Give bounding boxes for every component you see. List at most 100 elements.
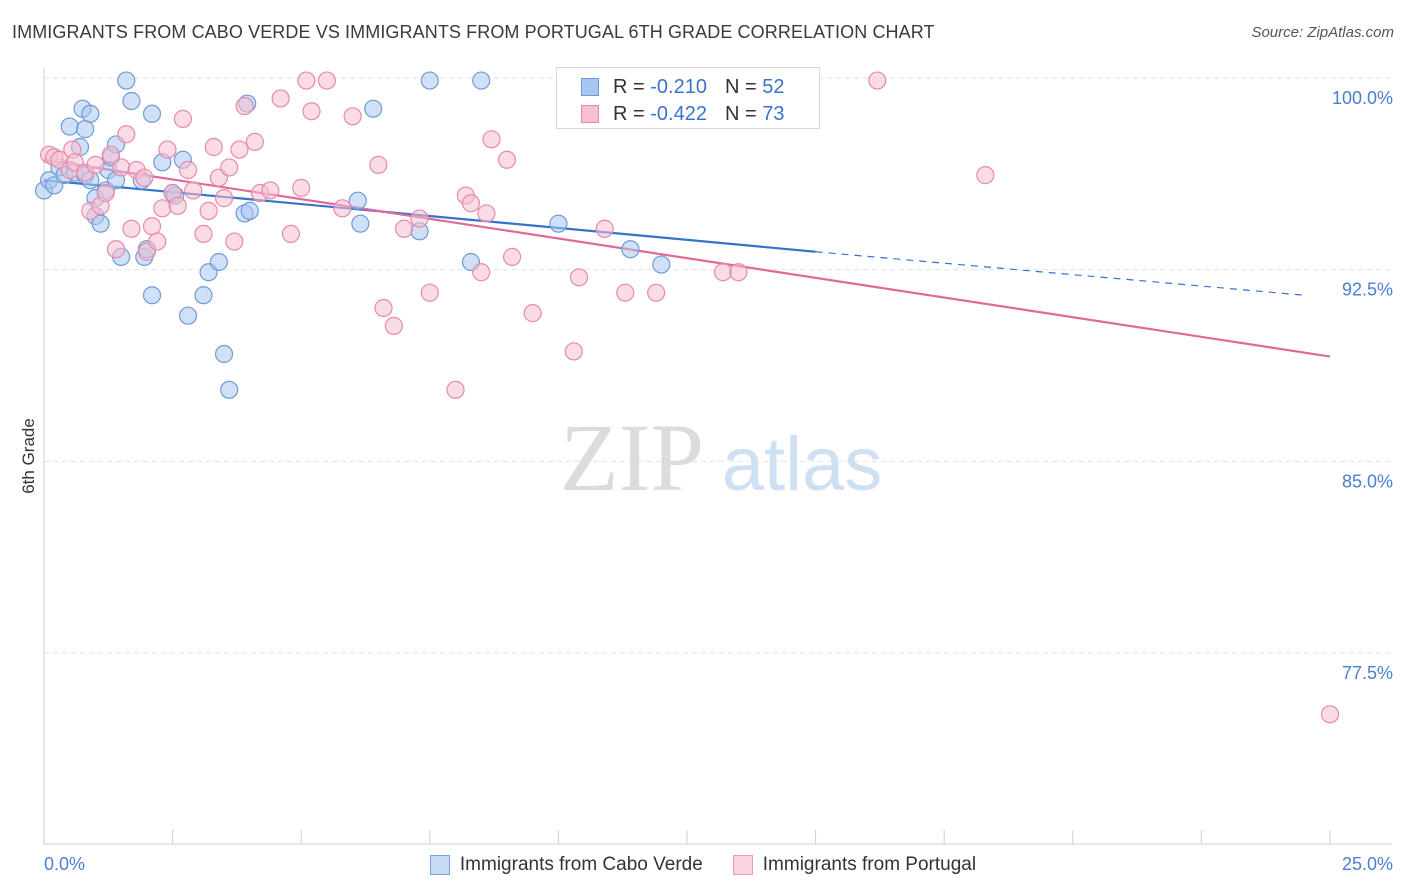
point-portugal: [343, 107, 362, 126]
point-portugal: [245, 132, 265, 151]
point-cabo-verde: [76, 120, 95, 139]
point-portugal: [569, 268, 589, 287]
legend-label: Immigrants from Cabo Verde: [459, 854, 703, 875]
n-value: 52: [762, 75, 785, 98]
point-portugal: [729, 263, 748, 282]
point-portugal: [647, 283, 666, 302]
watermark-zip: ZIP: [560, 404, 704, 511]
point-portugal: [86, 155, 105, 174]
point-portugal: [394, 219, 414, 238]
tick-labels: 100.0% 92.5% 85.0% 77.5% 0.0% 25.0%: [44, 88, 1393, 874]
y-tick-label: 92.5%: [1342, 280, 1393, 300]
point-cabo-verde: [214, 344, 234, 364]
point-portugal: [184, 181, 203, 200]
point-portugal: [194, 224, 213, 243]
legend-label: Immigrants from Portugal: [762, 854, 977, 875]
point-portugal: [713, 263, 733, 282]
point-portugal: [117, 125, 136, 144]
point-portugal: [96, 183, 115, 203]
point-portugal: [297, 71, 316, 90]
point-portugal: [482, 130, 501, 149]
point-portugal: [302, 102, 321, 121]
point-portugal: [477, 204, 496, 223]
legend-swatch-cabo-verde: [581, 78, 599, 96]
point-portugal: [106, 240, 126, 259]
point-portugal: [461, 194, 481, 213]
stats-legend-row-cabo-verde: R = -0.210 N = 52: [581, 74, 784, 100]
point-cabo-verde: [81, 104, 100, 123]
series-legend: Immigrants from Cabo Verde Immigrants fr…: [0, 852, 1406, 878]
point-portugal: [122, 219, 141, 238]
trend-lines: [43, 158, 1331, 358]
point-portugal: [112, 158, 131, 177]
point-cabo-verde: [178, 306, 198, 325]
point-portugal: [225, 232, 244, 251]
point-cabo-verde: [348, 191, 367, 210]
point-cabo-verde: [652, 255, 671, 274]
legend-item-cabo-verde[interactable]: Immigrants from Cabo Verde: [429, 854, 703, 876]
watermark: ZIP atlas: [560, 404, 882, 511]
chart-title: IMMIGRANTS FROM CABO VERDE VS IMMIGRANTS…: [12, 22, 935, 42]
r-label: R =: [613, 75, 645, 98]
point-portugal: [204, 137, 223, 157]
point-portugal: [374, 298, 393, 318]
point-portugal: [158, 140, 177, 159]
point-portugal: [173, 109, 192, 128]
point-portugal: [178, 160, 198, 180]
point-portugal: [523, 304, 542, 323]
r-label: R =: [613, 102, 645, 125]
point-cabo-verde: [420, 71, 439, 90]
point-portugal: [220, 158, 239, 177]
point-portugal: [446, 380, 465, 399]
point-portugal: [199, 201, 218, 220]
point-portugal: [369, 155, 388, 174]
point-portugal: [135, 168, 154, 187]
axes: [43, 68, 1392, 845]
point-cabo-verde: [91, 214, 110, 233]
point-cabo-verde: [240, 201, 259, 220]
point-portugal: [148, 232, 167, 251]
point-portugal: [235, 97, 254, 116]
point-portugal: [101, 145, 120, 164]
n-label: N =: [724, 75, 757, 98]
y-tick-label: 100.0%: [1332, 88, 1393, 108]
point-portugal: [281, 224, 301, 243]
source-label: Source: ZipAtlas.com: [1251, 24, 1394, 41]
y-tick-label: 85.0%: [1342, 471, 1393, 491]
legend-item-portugal[interactable]: Immigrants from Portugal: [732, 854, 977, 876]
point-cabo-verde: [60, 117, 79, 136]
n-value: 73: [762, 102, 785, 125]
point-portugal: [214, 189, 234, 208]
legend-swatch-portugal: [732, 855, 753, 875]
point-portugal: [420, 283, 439, 302]
point-portugal: [261, 181, 280, 200]
stats-legend-row-portugal: R = -0.422 N = 73: [581, 101, 784, 127]
trend-line-portugal: [43, 158, 1331, 358]
point-portugal: [292, 178, 311, 197]
n-label: N =: [724, 102, 757, 125]
point-portugal: [317, 71, 337, 90]
point-portugal: [1320, 705, 1340, 724]
point-cabo-verde: [549, 214, 568, 233]
point-portugal: [564, 342, 583, 361]
point-portugal: [497, 150, 517, 169]
point-cabo-verde: [117, 71, 136, 90]
point-portugal: [868, 71, 887, 90]
point-cabo-verde: [621, 240, 640, 259]
point-cabo-verde: [364, 99, 383, 118]
point-portugal: [333, 199, 352, 218]
point-portugal: [142, 217, 162, 236]
point-portugal: [230, 140, 249, 159]
y-tick-label: 77.5%: [1342, 663, 1393, 683]
stats-legend: R = -0.210 N = 52 R = -0.422 N = 73: [556, 67, 820, 129]
point-portugal: [595, 219, 614, 238]
point-portugal: [616, 283, 635, 302]
point-cabo-verde: [209, 252, 228, 272]
watermark-atlas: atlas: [722, 422, 883, 507]
x-tick-label-max: 25.0%: [1342, 854, 1393, 874]
r-value: -0.422: [650, 102, 707, 125]
point-portugal: [153, 199, 172, 218]
point-cabo-verde: [194, 286, 213, 305]
point-cabo-verde: [122, 91, 141, 111]
